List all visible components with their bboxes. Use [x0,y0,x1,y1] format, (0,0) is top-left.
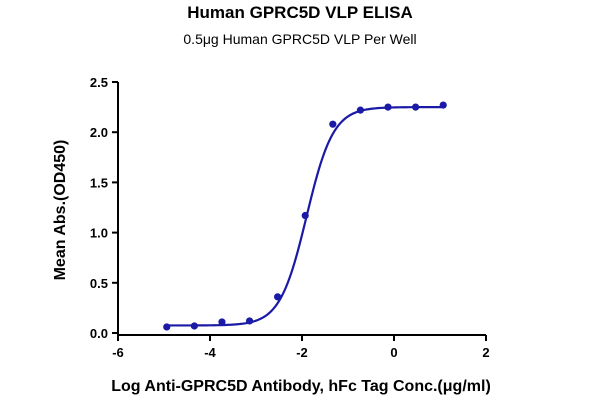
x-tick-label: -6 [112,345,124,360]
data-point [356,106,365,114]
x-tick-label: -4 [204,345,216,360]
data-point [329,120,337,128]
fit-curve [166,106,444,327]
data-point [218,318,226,326]
data-point [190,322,198,330]
chart-subtitle: 0.5μg Human GPRC5D VLP Per Well [183,31,416,47]
x-tick-label: 0 [390,345,397,360]
y-tick-label: 1.5 [90,175,108,190]
y-tick-label: 0.5 [90,276,108,291]
x-axis-label: Log Anti-GPRC5D Antibody, hFc Tag Conc.(… [111,378,491,395]
data-point [163,323,171,331]
data-point [439,101,447,109]
y-tick-label: 2.5 [90,75,108,90]
data-point [412,103,420,111]
data-point [384,103,392,111]
y-axis-label: Mean Abs.(OD450) [52,140,69,281]
chart-title: Human GPRC5D VLP ELISA [187,3,412,22]
x-tick-label: 2 [482,345,489,360]
plot-area: 0.0 0.5 1.0 1.5 2.0 2.5 -6 -4 -2 0 2 [90,75,490,360]
data-point [245,317,254,325]
data-point [274,293,282,301]
y-tick-label: 2.0 [90,125,108,140]
x-tick-label: -2 [296,345,308,360]
y-tick-label: 0.0 [90,326,108,341]
data-point [301,211,309,220]
y-tick-label: 1.0 [90,226,108,241]
